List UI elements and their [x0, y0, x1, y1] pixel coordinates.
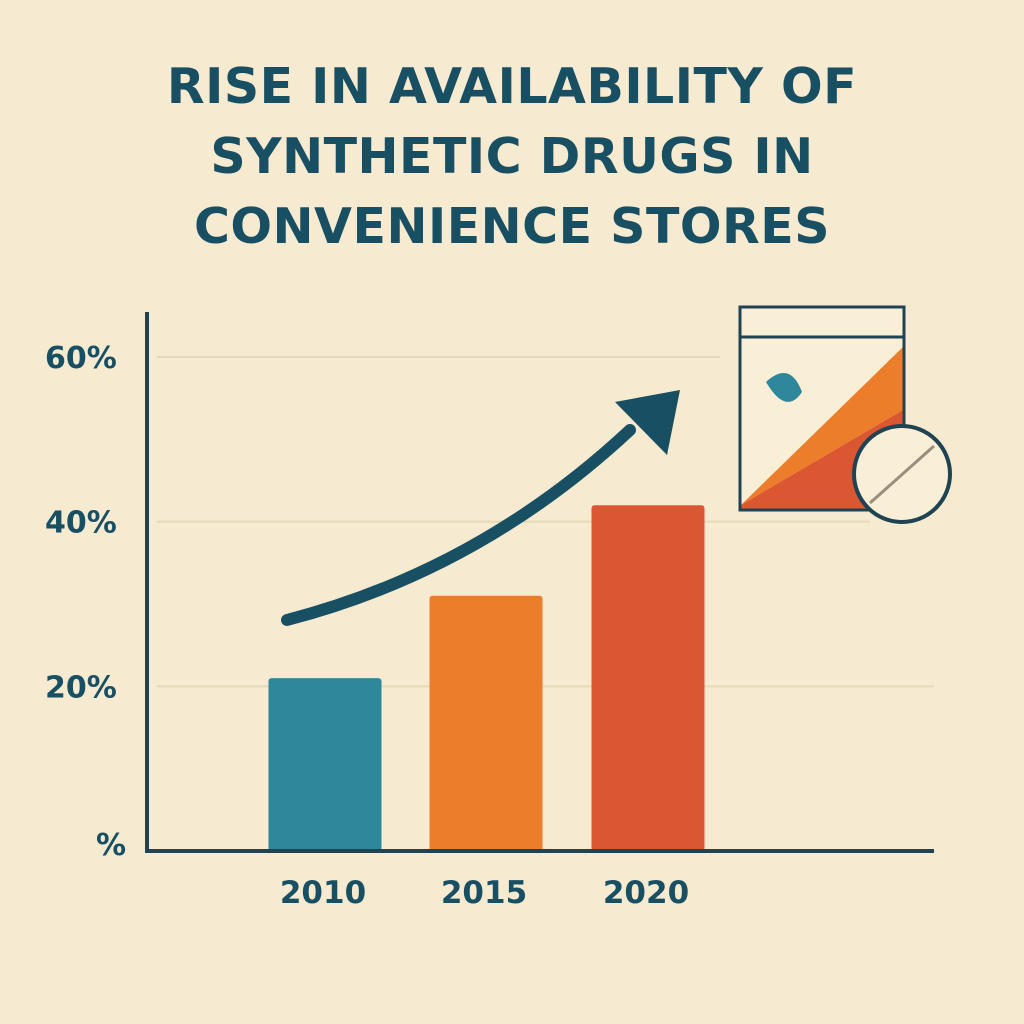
title-line-1: RISE IN AVAILABILITY OF [166, 58, 858, 115]
title-line-3: CONVENIENCE STORES [193, 198, 831, 255]
bar-2015 [429, 595, 543, 851]
y-tick-label-40: 40% [45, 506, 117, 541]
x-tick-label-2020: 2020 [603, 875, 689, 911]
y-tick-labels: % 20% 40% 60% [45, 341, 126, 863]
packet-outline [738, 305, 906, 512]
bar-2010 [268, 678, 382, 851]
axes [145, 312, 934, 853]
y-tick-label-0: % [96, 828, 126, 863]
leaf-icon [766, 373, 802, 402]
y-tick-label-60: 60% [45, 341, 117, 376]
x-tick-label-2010: 2010 [280, 875, 366, 911]
y-tick-label-20: 20% [45, 670, 117, 705]
trend-arrow-icon [281, 390, 680, 626]
x-tick-labels: 2010 2015 2020 [280, 875, 689, 911]
pill-icon [852, 424, 952, 524]
bars [268, 505, 705, 851]
title-line-2: SYNTHETIC DRUGS IN [210, 128, 814, 185]
drug-packet-icon [738, 305, 906, 512]
x-tick-label-2015: 2015 [441, 875, 527, 911]
bar-2020 [591, 505, 705, 851]
chart-title: RISE IN AVAILABILITY OF SYNTHETIC DRUGS … [0, 52, 1024, 262]
